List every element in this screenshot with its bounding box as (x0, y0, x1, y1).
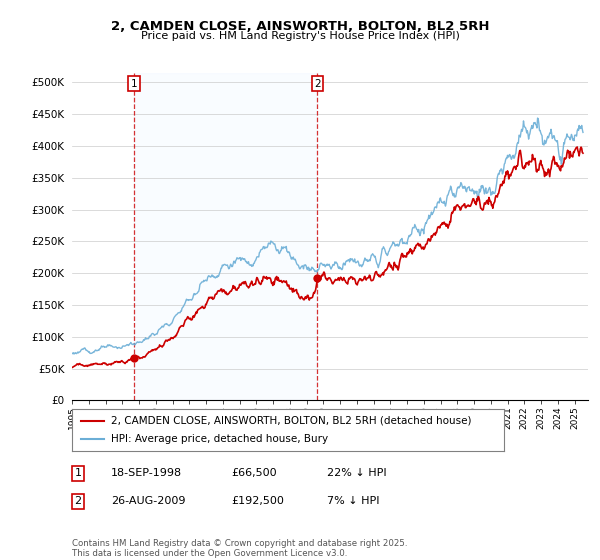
Text: 26-AUG-2009: 26-AUG-2009 (111, 496, 185, 506)
Text: 2, CAMDEN CLOSE, AINSWORTH, BOLTON, BL2 5RH: 2, CAMDEN CLOSE, AINSWORTH, BOLTON, BL2 … (111, 20, 489, 32)
Text: 1: 1 (74, 468, 82, 478)
Text: HPI: Average price, detached house, Bury: HPI: Average price, detached house, Bury (111, 434, 328, 444)
Text: 18-SEP-1998: 18-SEP-1998 (111, 468, 182, 478)
Text: 2, CAMDEN CLOSE, AINSWORTH, BOLTON, BL2 5RH (detached house): 2, CAMDEN CLOSE, AINSWORTH, BOLTON, BL2 … (111, 416, 472, 426)
Bar (134, 73, 317, 400)
Text: 2: 2 (314, 78, 321, 88)
Text: £66,500: £66,500 (231, 468, 277, 478)
Text: 1: 1 (131, 78, 137, 88)
Text: 7% ↓ HPI: 7% ↓ HPI (327, 496, 380, 506)
Text: Contains HM Land Registry data © Crown copyright and database right 2025.
This d: Contains HM Land Registry data © Crown c… (72, 539, 407, 558)
Text: Price paid vs. HM Land Registry's House Price Index (HPI): Price paid vs. HM Land Registry's House … (140, 31, 460, 41)
Text: 2: 2 (74, 496, 82, 506)
Text: 22% ↓ HPI: 22% ↓ HPI (327, 468, 386, 478)
Text: £192,500: £192,500 (231, 496, 284, 506)
